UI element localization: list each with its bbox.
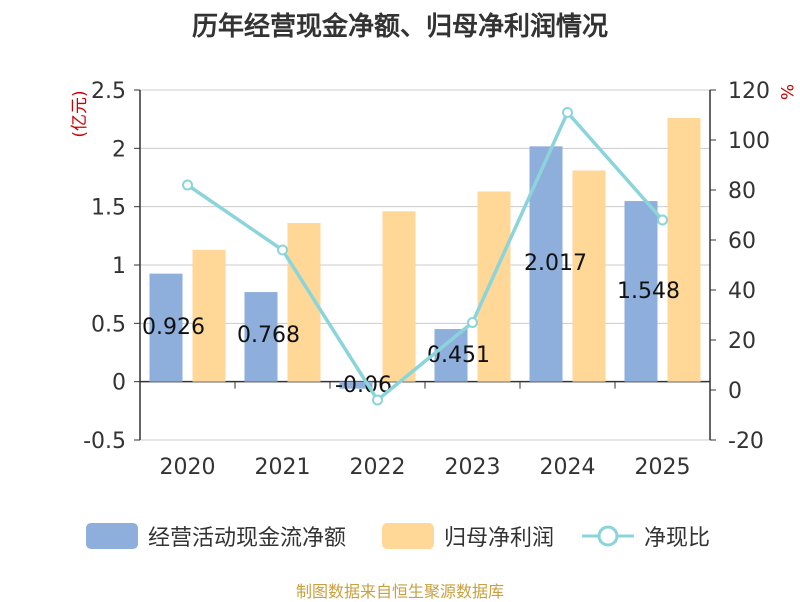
x-tick-label: 2024 xyxy=(540,455,596,480)
y-right-axis-title: % xyxy=(776,84,796,100)
y-right-tick-label: 80 xyxy=(728,179,756,204)
bar-net-profit xyxy=(667,118,701,382)
y-right-tick-label: -20 xyxy=(728,429,764,454)
y-right-tick-label: 100 xyxy=(728,129,770,154)
y-right-tick-label: 120 xyxy=(728,79,770,104)
point-cash-ratio xyxy=(562,107,573,118)
y-left-tick-label: 0.5 xyxy=(91,312,126,337)
data-label-cashflow: 0.926 xyxy=(142,315,205,340)
legend-label-cashflow: 经营活动现金流净额 xyxy=(148,526,347,551)
point-cash-ratio xyxy=(182,179,193,191)
y-left-tick-label: 0 xyxy=(112,371,126,396)
line-cash-ratio xyxy=(186,109,664,403)
bar-cashflow xyxy=(149,273,183,382)
y-left-tick-label: 2.5 xyxy=(91,79,126,104)
bar-cashflow xyxy=(244,292,278,382)
x-tick-label: 2020 xyxy=(160,455,216,480)
y-left-axis-title: (亿元) xyxy=(70,90,90,137)
chart-area: 2.5 2 1.5 1 0.5 0 -0.5 120 100 80 60 40 20 0 -20 (亿元) % 2… xyxy=(70,79,796,480)
y-right-tick-label: 40 xyxy=(728,279,756,304)
y-left-tick-label: 1.5 xyxy=(91,196,126,221)
point-cash-ratio xyxy=(372,394,383,406)
y-left-tick-label: 1 xyxy=(112,254,126,279)
x-tick-label: 2025 xyxy=(635,455,691,480)
y-right-tick-label: 0 xyxy=(728,379,742,404)
chart-title: 历年经营现金净额、归母净利润情况 xyxy=(191,12,608,42)
chart-legend: 经营活动现金流净额 归母净利润 净现比 xyxy=(0,516,800,556)
legend-swatch-cash-ratio xyxy=(582,525,634,547)
legend-item-cashflow[interactable]: 经营活动现金流净额 xyxy=(86,516,346,556)
bar-net-profit xyxy=(477,191,511,382)
data-label-cashflow: 0.768 xyxy=(237,323,300,348)
legend-item-cash-ratio[interactable]: 净现比 xyxy=(582,516,710,556)
source-note: 制图数据来自恒生聚源数据库 xyxy=(295,582,504,601)
legend-swatch-net-profit xyxy=(382,523,434,549)
point-cash-ratio xyxy=(277,244,288,256)
legend-swatch-cashflow xyxy=(86,523,138,549)
y-right-tick-label: 60 xyxy=(728,229,756,254)
y-right-tick-label: 20 xyxy=(728,329,756,354)
bar-cashflow xyxy=(624,201,658,382)
bar-net-profit xyxy=(192,249,226,382)
y-left-tick-label: -0.5 xyxy=(83,429,126,454)
x-tick-label: 2021 xyxy=(255,455,311,480)
x-tick-label: 2023 xyxy=(445,455,501,480)
point-cash-ratio xyxy=(657,214,668,226)
legend-item-net-profit[interactable]: 归母净利润 xyxy=(382,516,554,556)
legend-label-net-profit: 归母净利润 xyxy=(444,526,555,551)
data-label-cashflow: 0.451 xyxy=(427,343,490,368)
x-tick-label: 2022 xyxy=(350,455,406,480)
bar-net-profit xyxy=(572,170,606,382)
legend-label-cash-ratio: 净现比 xyxy=(644,526,711,551)
data-label-cashflow: 1.548 xyxy=(617,279,680,304)
data-label-cashflow: 2.017 xyxy=(524,251,587,276)
bar-cashflow xyxy=(339,381,373,389)
y-left-tick-label: 2 xyxy=(112,137,126,162)
point-cash-ratio xyxy=(467,317,478,328)
bar-net-profit xyxy=(382,211,416,382)
